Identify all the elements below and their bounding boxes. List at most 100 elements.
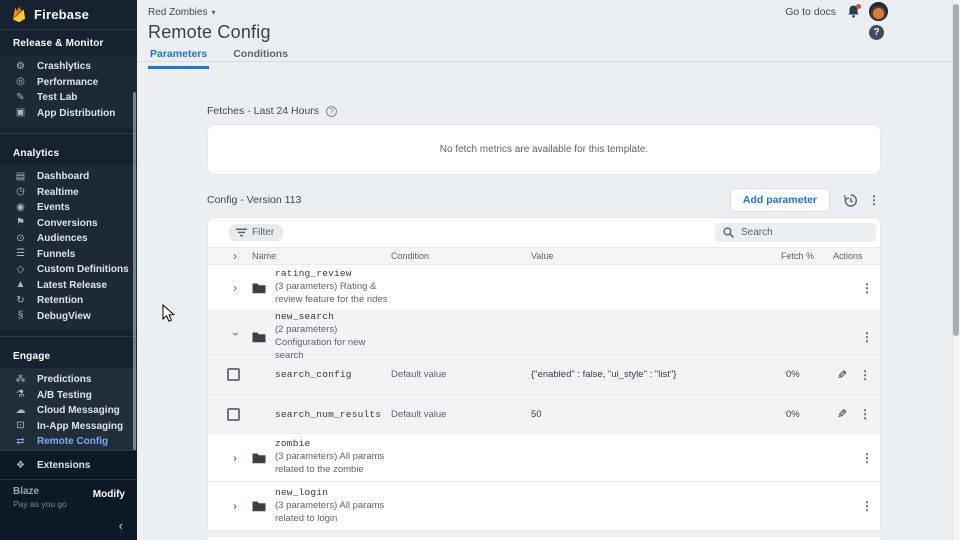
tab-parameters[interactable]: Parameters [148, 48, 210, 69]
page-scrollbar[interactable] [952, 0, 960, 540]
go-to-docs-link[interactable]: Go to docs [785, 6, 836, 18]
divider [137, 61, 953, 62]
row-menu-icon[interactable]: ⋮ [861, 280, 873, 295]
sidebar-item-remote-config[interactable]: ⇄ Remote Config [0, 434, 137, 450]
param-fetch-percent: 0% [786, 408, 800, 420]
sidebar-item-retention[interactable]: ↻ Retention [0, 293, 137, 309]
param-value: 50 [531, 408, 542, 420]
col-header-name: Name [252, 251, 277, 261]
table-row-search-config[interactable]: search_config Default value {"enabled" :… [208, 355, 880, 395]
sidebar-item-latest-release[interactable]: ▲ Latest Release [0, 278, 137, 294]
section-header-analytics: Analytics [13, 148, 60, 159]
col-header-condition: Condition [391, 251, 430, 261]
sidebar-item-funnels[interactable]: ☰ Funnels [0, 247, 137, 263]
firebase-logo[interactable]: Firebase [0, 0, 137, 30]
cloud-messaging-icon: ☁ [15, 404, 26, 416]
param-fetch-percent: 0% [786, 369, 800, 380]
help-icon[interactable]: ? [326, 105, 338, 117]
parameters-table-card: Filter Search › Name Condition [207, 217, 881, 530]
sidebar-item-cloud-messaging[interactable]: ☁ Cloud Messaging [0, 403, 137, 419]
sidebar-item-audiences[interactable]: ⊙ Audiences [0, 231, 137, 247]
group-description: (3 parameters) Rating & review feature f… [275, 281, 388, 305]
sidebar-item-custom-definitions[interactable]: ◇ Custom Definitions [0, 262, 137, 278]
section-header-engage: Engage [13, 351, 51, 362]
events-icon: ◉ [16, 201, 25, 213]
add-parameter-button[interactable]: Add parameter [729, 188, 830, 212]
billing-plan: Blaze Pay as you go [13, 486, 67, 509]
avatar[interactable] [869, 2, 888, 21]
sidebar-item-test-lab[interactable]: ✎ Test Lab [0, 90, 137, 106]
remote-config-icon: ⇄ [16, 435, 25, 447]
table-row-rating-review[interactable]: › rating_review (3 parameters) Rating & … [208, 265, 880, 311]
expand-chevron-icon[interactable]: › [233, 280, 237, 295]
expand-chevron-icon[interactable]: › [233, 499, 237, 513]
group-description: (3 parameters) All params related to the… [275, 451, 385, 475]
table-card-continued [207, 537, 881, 540]
sidebar-item-ab-testing[interactable]: ⚗ A/B Testing [0, 388, 137, 404]
group-name: zombie [275, 438, 311, 450]
table-row-search-num-results[interactable]: search_num_results Default value 50 0% ✎… [208, 395, 880, 434]
row-menu-icon[interactable]: ⋮ [859, 367, 872, 382]
row-menu-icon[interactable]: ⋮ [861, 329, 873, 344]
row-checkbox[interactable] [227, 368, 240, 381]
project-switcher[interactable]: Red Zombies ▾ [148, 7, 216, 18]
divider [0, 133, 137, 134]
group-name: new_login [275, 486, 329, 498]
brand-name: Firebase [34, 7, 90, 22]
row-menu-icon[interactable]: ⋮ [861, 450, 873, 465]
sidebar-item-performance[interactable]: ◎ Performance [0, 75, 137, 91]
filter-button[interactable]: Filter [228, 224, 285, 241]
row-menu-icon[interactable]: ⋮ [861, 499, 873, 513]
sidebar-item-dashboard[interactable]: ▤ Dashboard [0, 169, 137, 185]
sidebar-item-debugview[interactable]: § DebugView [0, 309, 137, 325]
table-row-new-search[interactable]: › new_search (2 parameters) Configuratio… [208, 311, 880, 361]
help-button[interactable]: ? [869, 25, 884, 40]
chevron-down-icon: ▾ [211, 8, 216, 17]
edit-icon[interactable]: ✎ [837, 367, 848, 382]
table-header-row: › Name Condition Value Fetch % Actions [208, 247, 880, 265]
sidebar-item-predictions[interactable]: ⁂ Predictions [0, 372, 137, 388]
row-checkbox[interactable] [227, 407, 240, 421]
modify-plan-button[interactable]: Modify [92, 489, 125, 500]
group-name: new_search [275, 311, 335, 322]
folder-icon [252, 500, 266, 512]
expand-all-icon[interactable]: › [233, 248, 237, 263]
sidebar-item-conversions[interactable]: ⚑ Conversions [0, 216, 137, 232]
expand-chevron-icon[interactable]: › [233, 450, 237, 465]
sidebar-item-realtime[interactable]: ◷ Realtime [0, 185, 137, 201]
sidebar-scrollbar[interactable] [133, 92, 136, 480]
notification-badge [856, 4, 861, 9]
table-row-new-login[interactable]: › new_login (3 parameters) All params re… [208, 482, 880, 530]
filter-icon [236, 228, 247, 237]
row-menu-icon[interactable]: ⋮ [859, 407, 872, 421]
version-history-icon[interactable] [843, 193, 858, 208]
col-header-actions: Actions [833, 251, 863, 261]
firebase-flame-icon [13, 6, 26, 23]
sidebar-item-extensions[interactable]: ❖ Extensions [0, 450, 137, 480]
search-icon [723, 227, 734, 238]
sidebar-item-events[interactable]: ◉ Events [0, 200, 137, 216]
folder-icon [252, 331, 266, 343]
collapse-sidebar-icon[interactable]: ‹ [118, 518, 123, 533]
sidebar-item-app-distribution[interactable]: ▣ App Distribution [0, 106, 137, 122]
group-description: (2 parameters) Configuration for new sea… [275, 324, 366, 361]
edit-icon[interactable]: ✎ [837, 407, 848, 421]
latest-release-icon: ▲ [15, 279, 26, 291]
param-condition: Default value [391, 369, 447, 380]
tab-conditions[interactable]: Conditions [233, 48, 289, 60]
search-input[interactable]: Search [715, 223, 876, 242]
sidebar-item-crashlytics[interactable]: ⚙ Crashlytics [0, 59, 137, 75]
extensions-icon: ❖ [16, 459, 25, 471]
collapse-chevron-icon[interactable]: › [229, 331, 243, 336]
table-row-zombie[interactable]: › zombie (3 parameters) All params relat… [208, 434, 880, 482]
custom-definitions-icon: ◇ [16, 263, 25, 275]
folder-icon [252, 282, 266, 294]
sidebar-item-in-app-messaging[interactable]: ⊡ In-App Messaging [0, 419, 137, 435]
scrollbar-thumb[interactable] [953, 4, 959, 336]
notifications-bell-icon[interactable] [847, 4, 862, 19]
fetch-metrics-card: No fetch metrics are available for this … [207, 124, 881, 175]
config-menu-icon[interactable]: ⋮ [868, 193, 880, 207]
ab-testing-icon: ⚗ [16, 389, 25, 401]
crashlytics-icon: ⚙ [16, 60, 25, 72]
